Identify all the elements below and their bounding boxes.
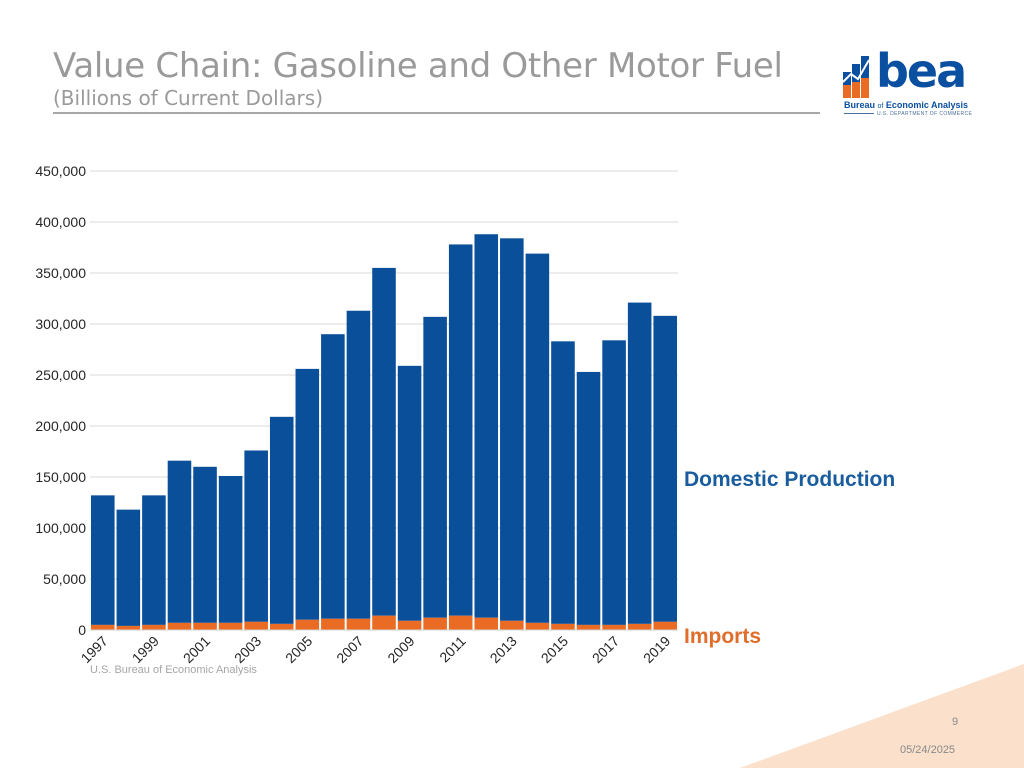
domestic-bar (193, 466, 217, 623)
imports-bar (269, 623, 294, 630)
y-tick-label: 200,000 (35, 418, 86, 434)
domestic-bar (91, 495, 115, 625)
domestic-bar (448, 244, 473, 616)
title-divider (53, 112, 820, 114)
domestic-bar (269, 416, 294, 624)
imports-bar (346, 618, 371, 630)
imports-bar (167, 622, 192, 630)
domestic-bar (525, 253, 550, 623)
logo-dept-rule (844, 113, 874, 114)
bea-bar-chart-icon (842, 56, 870, 98)
logo-wordmark: bea (876, 44, 967, 98)
imports-bar (218, 622, 243, 630)
source-note: U.S. Bureau of Economic Analysis (90, 664, 257, 676)
x-tick-label: 2003 (231, 633, 264, 666)
imports-bar (551, 623, 575, 630)
bea-logo: bea Bureau of Economic Analysis U.S. DEP… (842, 46, 977, 118)
domestic-bar (627, 302, 652, 624)
imports-bar (91, 624, 115, 630)
y-tick-label: 400,000 (35, 214, 86, 230)
x-tick-label: 2011 (436, 633, 469, 666)
logo-department: U.S. DEPARTMENT OF COMMERCE (877, 111, 973, 117)
domestic-bar (423, 316, 447, 618)
domestic-bar (397, 365, 422, 621)
imports-bar (244, 621, 268, 630)
imports-bar (372, 615, 396, 630)
domestic-bar (218, 475, 243, 623)
domestic-bar (500, 238, 524, 621)
x-tick-label: 1999 (129, 633, 162, 666)
domestic-production-label: Domestic Production (684, 468, 896, 491)
domestic-bar (372, 267, 396, 616)
domestic-bar (602, 340, 626, 625)
domestic-bar (142, 495, 166, 625)
imports-bar (448, 615, 473, 630)
domestic-bar (244, 450, 268, 622)
x-tick-label: 2017 (589, 633, 622, 666)
imports-bar (602, 624, 626, 630)
x-tick-label: 2007 (333, 633, 366, 666)
x-tick-label: 2001 (180, 633, 213, 666)
imports-bar (576, 624, 601, 630)
domestic-bar (653, 315, 677, 622)
logo-full-name: Bureau of Economic Analysis (844, 100, 969, 110)
imports-bar (500, 620, 524, 630)
domestic-bar (551, 341, 575, 624)
y-tick-label: 100,000 (35, 520, 86, 536)
domestic-bar (576, 371, 601, 625)
domestic-bar (116, 509, 141, 626)
y-tick-label: 350,000 (35, 265, 86, 281)
x-tick-label: 2013 (487, 633, 520, 666)
domestic-bar (474, 234, 499, 618)
y-tick-label: 300,000 (35, 316, 86, 332)
x-tick-label: 2005 (282, 633, 315, 666)
imports-bar (423, 617, 447, 630)
imports-bar (142, 624, 166, 630)
y-tick-label: 450,000 (35, 163, 86, 179)
imports-bar (525, 622, 550, 630)
imports-bar (295, 619, 320, 630)
domestic-bar (167, 460, 192, 623)
x-tick-label: 2015 (538, 633, 571, 666)
y-tick-label: 0 (78, 622, 86, 638)
page-number: 9 (952, 716, 959, 728)
imports-label: Imports (684, 625, 762, 648)
y-tick-label: 50,000 (43, 571, 86, 587)
imports-bar (474, 617, 499, 630)
imports-bar (193, 622, 217, 630)
imports-bar (397, 620, 422, 630)
slide-date: 05/24/2025 (900, 744, 956, 756)
y-tick-label: 250,000 (35, 367, 86, 383)
domestic-bar (321, 334, 345, 619)
imports-bar (653, 621, 677, 630)
imports-bar (321, 618, 345, 630)
domestic-bar (346, 310, 371, 619)
y-tick-label: 150,000 (35, 469, 86, 485)
page-title: Value Chain: Gasoline and Other Motor Fu… (53, 46, 783, 86)
imports-bar (627, 623, 652, 630)
domestic-bar (295, 368, 320, 620)
x-tick-label: 2009 (384, 633, 417, 666)
x-tick-label: 2019 (640, 633, 673, 666)
page-subtitle: (Billions of Current Dollars) (53, 86, 323, 110)
imports-bar (116, 625, 141, 630)
